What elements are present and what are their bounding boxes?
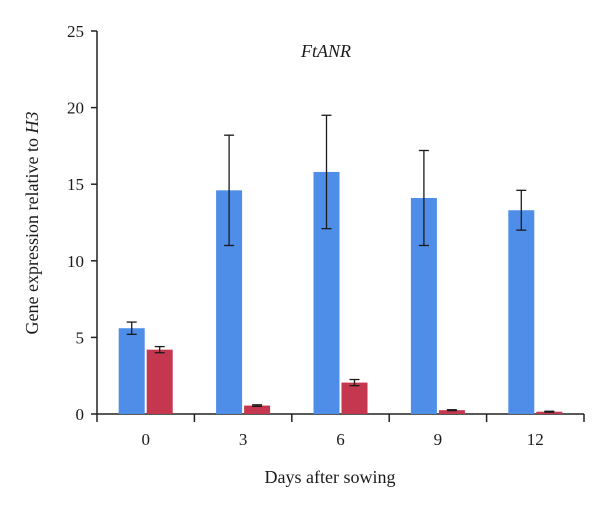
x-tick-label: 0: [141, 430, 150, 449]
x-axis-label: Days after sowing: [265, 467, 396, 487]
bar: [438, 410, 465, 414]
y-tick-label: 25: [67, 22, 84, 41]
y-axis-label-main: Gene expression relative to: [22, 134, 42, 335]
x-tick-labels: 0 3 6 9 12: [141, 430, 543, 449]
chart-title: FtANR: [300, 41, 351, 61]
bars: [118, 171, 563, 414]
y-axis-label-italic: H3: [22, 112, 42, 135]
y-tick-labels: 0 5 10 15 20 25: [67, 22, 84, 424]
x-tick-label: 12: [527, 430, 544, 449]
x-tick-label: 3: [239, 430, 248, 449]
bar: [536, 411, 563, 414]
y-tick-label: 20: [67, 99, 84, 118]
x-tick-label: 9: [434, 430, 443, 449]
x-tick-label: 6: [336, 430, 345, 449]
bar: [146, 349, 173, 414]
bar: [118, 328, 145, 414]
error-bars: [126, 114, 555, 413]
y-tick-label: 10: [67, 252, 84, 271]
y-tick-label: 15: [67, 175, 84, 194]
bar: [244, 405, 271, 414]
axes: [91, 30, 585, 422]
y-axis-label: Gene expression relative to H3: [22, 112, 42, 335]
bar: [508, 210, 535, 414]
bar: [341, 382, 368, 414]
y-tick-label: 0: [76, 405, 85, 424]
y-tick-label: 5: [76, 328, 85, 347]
